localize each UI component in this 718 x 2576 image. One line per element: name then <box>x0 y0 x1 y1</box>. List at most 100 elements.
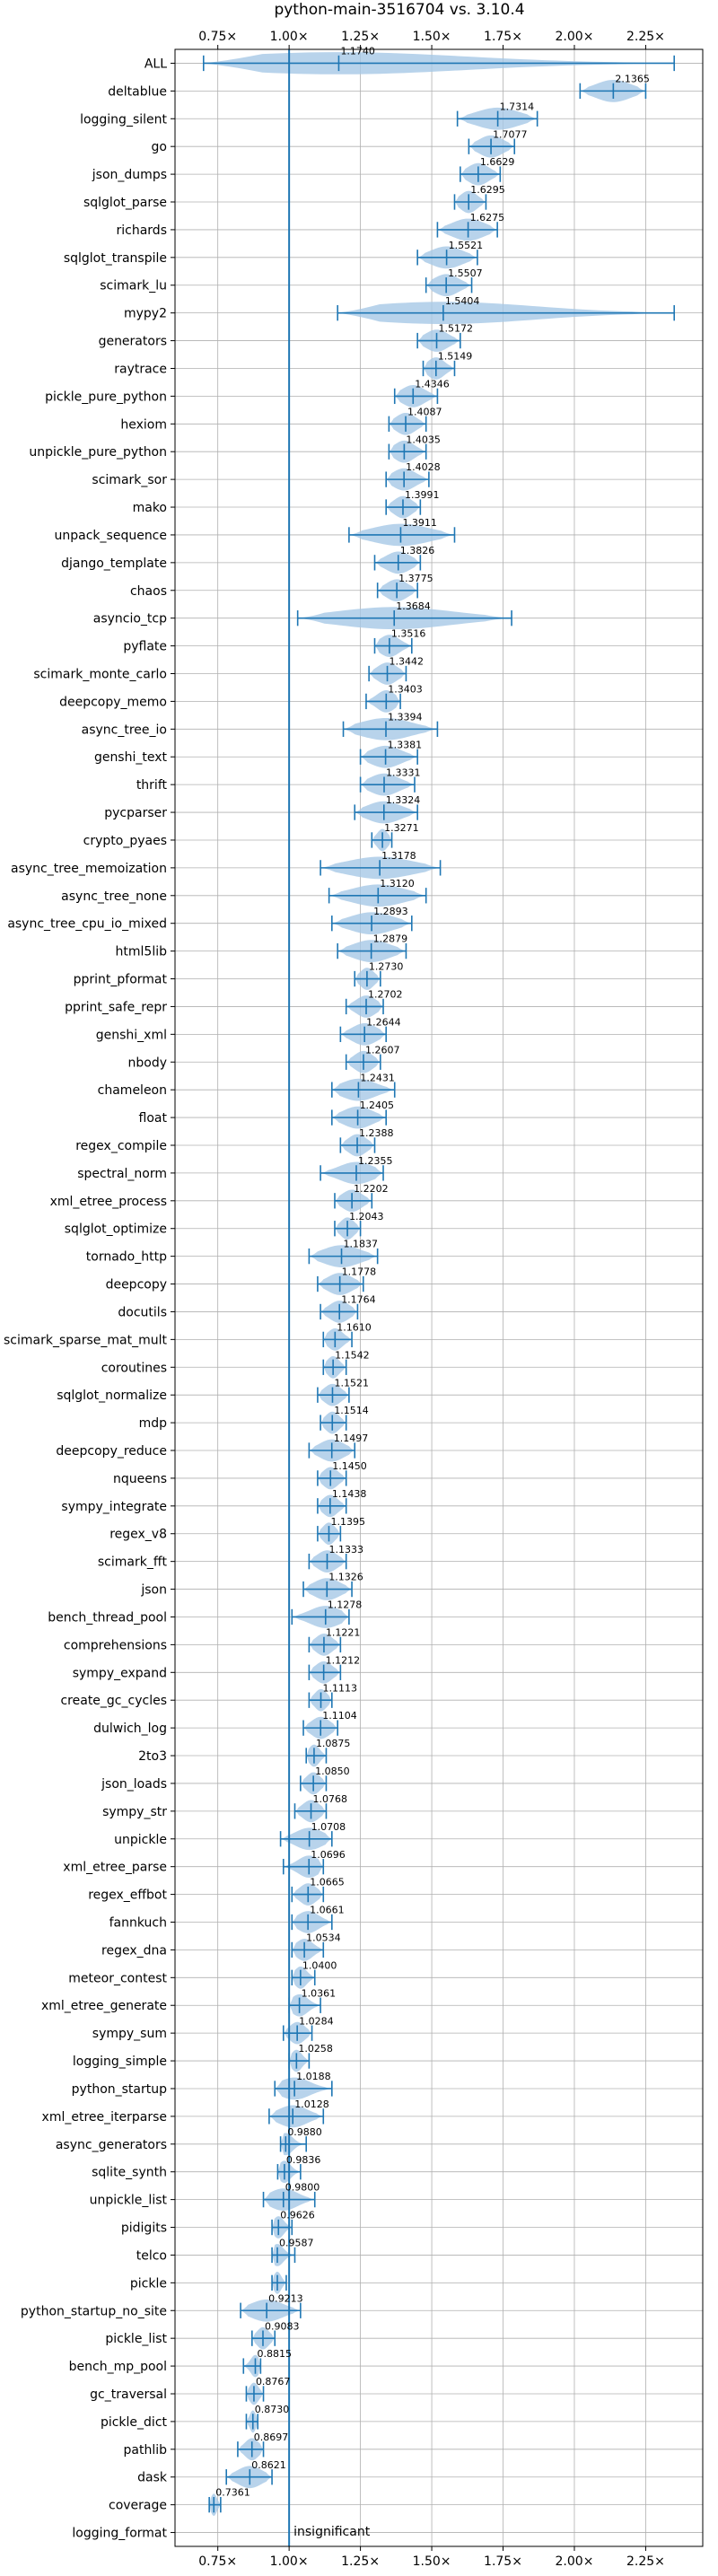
benchmark-label: raytrace <box>114 362 167 376</box>
benchmark-label: richards <box>117 223 168 238</box>
x-tick-label-top: 2.00× <box>556 30 594 44</box>
benchmark-label: thrift <box>136 778 168 793</box>
value-label: 1.1778 <box>342 1266 377 1278</box>
value-label: 0.8621 <box>251 2459 286 2471</box>
benchmark-label: sqlglot_transpile <box>64 251 167 266</box>
benchmark-label: hexiom <box>120 417 167 432</box>
benchmark-label: python_startup_no_site <box>21 2304 167 2318</box>
value-label: 1.0661 <box>310 1905 345 1916</box>
value-label: 0.9587 <box>279 2238 314 2249</box>
benchmark-label: async_tree_memoization <box>11 862 167 876</box>
value-label: 1.1326 <box>328 1572 363 1583</box>
value-label: 1.5404 <box>445 295 480 307</box>
benchmark-label: telco <box>136 2248 167 2263</box>
benchmark-label: sympy_sum <box>92 2027 167 2041</box>
benchmark-label: deltablue <box>108 84 167 99</box>
benchmark-label: unpickle_pure_python <box>29 445 167 460</box>
value-label: 1.3991 <box>405 489 440 501</box>
value-label: 1.2043 <box>349 1211 384 1222</box>
x-tick-label-bottom: 1.25× <box>341 2554 380 2569</box>
value-label: 1.4087 <box>407 406 442 417</box>
benchmark-label: sqlglot_normalize <box>57 1389 167 1403</box>
value-label: 1.3120 <box>380 878 415 889</box>
benchmark-label: logging_simple <box>73 2055 167 2069</box>
benchmark-label: pprint_pformat <box>74 973 168 987</box>
value-label: 1.0284 <box>299 2015 334 2027</box>
value-label: 1.6629 <box>480 156 515 168</box>
benchmark-label: crypto_pyaes <box>83 834 167 848</box>
grid <box>175 49 703 2546</box>
value-label: 1.3271 <box>384 822 419 834</box>
benchmark-label: pprint_safe_repr <box>65 1000 167 1014</box>
benchmark-label: chameleon <box>98 1083 167 1098</box>
benchmark-label: coverage <box>109 2499 167 2513</box>
benchmark-label: sqlite_synth <box>92 2166 167 2180</box>
value-label: 1.3331 <box>386 767 421 778</box>
benchmark-label: pickle_pure_python <box>45 390 167 404</box>
benchmark-label: sqlglot_optimize <box>65 1222 167 1237</box>
benchmark-label: scimark_monte_carlo <box>33 668 167 682</box>
benchmark-label: scimark_lu <box>100 279 167 294</box>
value-label: 1.0361 <box>302 1987 337 1999</box>
value-label: 1.4035 <box>406 434 441 445</box>
value-label: 1.2607 <box>365 1044 400 1056</box>
benchmark-label: unpack_sequence <box>55 529 167 543</box>
benchmark-label: 2to3 <box>138 1749 167 1764</box>
benchmark-label: sympy_expand <box>73 1666 167 1680</box>
value-label: 1.2702 <box>368 989 403 1001</box>
value-label: 1.1221 <box>326 1626 361 1638</box>
value-label: 0.8730 <box>255 2404 290 2415</box>
value-label: 1.1521 <box>334 1377 369 1389</box>
value-label: 1.0400 <box>302 1959 337 1971</box>
value-label: 1.4346 <box>415 378 450 390</box>
value-label: 1.1837 <box>344 1239 379 1250</box>
benchmark-label: logging_format <box>72 2527 167 2541</box>
value-label: 1.7077 <box>493 128 528 140</box>
benchmark-label: pickle_dict <box>101 2415 168 2430</box>
value-label: 1.0850 <box>315 1766 350 1777</box>
value-label: 1.1333 <box>329 1544 364 1555</box>
benchmark-label: pidigits <box>121 2221 167 2236</box>
benchmark-label: meteor_contest <box>68 1971 167 1985</box>
benchmark-label: xml_etree_parse <box>63 1861 167 1875</box>
x-tick-label-top: 2.25× <box>626 30 665 44</box>
benchmark-label: unpickle <box>114 1833 167 1847</box>
x-tick-label-top: 1.75× <box>484 30 522 44</box>
value-label: 0.8815 <box>257 2348 292 2360</box>
value-label: 1.3442 <box>390 656 425 668</box>
benchmark-label: gc_traversal <box>90 2388 167 2402</box>
axes: 0.75× 0.75× 1.00× 1.00× 1.25× 1.25× 1.50× 1.50×… <box>4 30 704 2569</box>
value-label: 1.6275 <box>470 212 505 223</box>
benchmark-label: coroutines <box>101 1361 167 1375</box>
benchmark-label: bench_mp_pool <box>69 2360 167 2374</box>
value-label: 1.3394 <box>388 711 423 723</box>
value-label: 1.0875 <box>316 1738 351 1749</box>
benchmark-label: dulwich_log <box>93 1722 167 1736</box>
value-label: 1.1764 <box>341 1294 376 1306</box>
value-label: 1.3381 <box>388 739 423 750</box>
plot-frame <box>174 48 704 2547</box>
benchmark-label: sympy_str <box>102 1805 167 1819</box>
value-label: 1.0128 <box>294 2098 329 2110</box>
value-label: 0.8697 <box>254 2431 289 2443</box>
benchmark-label: scimark_fft <box>98 1555 168 1570</box>
benchmark-label: html5lib <box>116 945 168 959</box>
value-label: 0.9626 <box>280 2210 315 2221</box>
value-label: 1.1450 <box>332 1460 367 1472</box>
x-tick-label-top: 1.25× <box>341 30 380 44</box>
value-label: 0.9836 <box>286 2154 321 2166</box>
x-tick-label-bottom: 1.00× <box>270 2554 309 2569</box>
benchmark-label: generators <box>99 335 167 349</box>
benchmark-label: asyncio_tcp <box>93 612 167 626</box>
value-label: 1.2431 <box>360 1072 395 1083</box>
value-label: 1.2893 <box>373 906 408 917</box>
benchmark-label: deepcopy_reduce <box>56 1444 167 1459</box>
benchmark-label: genshi_text <box>94 750 168 765</box>
benchmark-label: pathlib <box>124 2443 168 2458</box>
benchmark-label: json_loads <box>101 1777 167 1792</box>
value-label: 0.9800 <box>285 2182 320 2194</box>
benchmark-label: regex_dna <box>101 1943 167 1958</box>
value-label: 1.1212 <box>326 1654 361 1666</box>
benchmark-label: deepcopy_memo <box>59 695 167 709</box>
